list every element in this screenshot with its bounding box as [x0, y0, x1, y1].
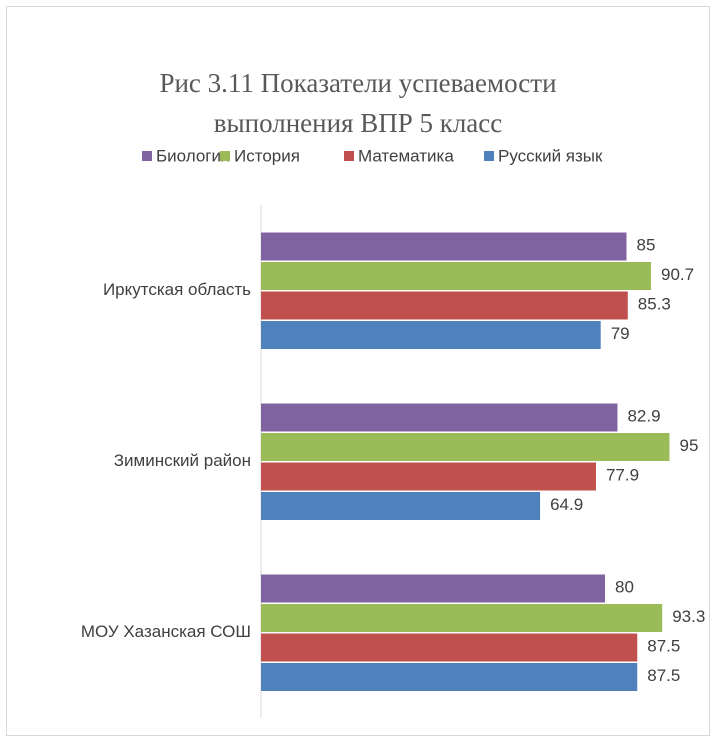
bar: [261, 462, 596, 491]
legend-label: Русский язык: [498, 146, 603, 165]
bar: [261, 633, 638, 662]
bar: [261, 232, 627, 261]
bar: [261, 663, 638, 691]
bar: [261, 574, 605, 603]
legend-label: Биология: [156, 146, 230, 165]
y-tick-label: МОУ Хазанская СОШ: [81, 622, 251, 641]
data-label: 85.3: [638, 295, 671, 314]
data-label: 93.3: [672, 607, 705, 626]
data-label: 90.7: [661, 265, 694, 284]
data-label: 64.9: [550, 495, 583, 514]
bar: [261, 492, 541, 520]
chart-title: выполнения ВПР 5 класс: [214, 108, 503, 138]
legend-swatch: [344, 151, 354, 161]
legend-swatch: [220, 151, 230, 161]
y-tick-label: Иркутская область: [103, 280, 251, 299]
bar: [261, 262, 652, 290]
bar: [261, 433, 670, 461]
bar: [261, 604, 663, 632]
data-label: 87.5: [647, 637, 680, 656]
data-label: 77.9: [606, 466, 639, 485]
legend-label: История: [234, 146, 300, 165]
data-label: 80: [615, 578, 634, 597]
bar: [261, 403, 618, 432]
legend-label: Математика: [358, 146, 454, 165]
data-label: 82.9: [627, 407, 660, 426]
data-label: 87.5: [647, 666, 680, 685]
bar: [261, 321, 601, 349]
bar: [261, 291, 628, 320]
data-label: 79: [611, 324, 630, 343]
data-label: 95: [680, 436, 699, 455]
legend-swatch: [142, 151, 152, 161]
data-label: 85: [637, 236, 656, 255]
legend-swatch: [484, 151, 494, 161]
chart-title: Рис 3.11 Показатели успеваемости: [159, 68, 556, 98]
y-tick-label: Зиминский район: [114, 451, 251, 470]
